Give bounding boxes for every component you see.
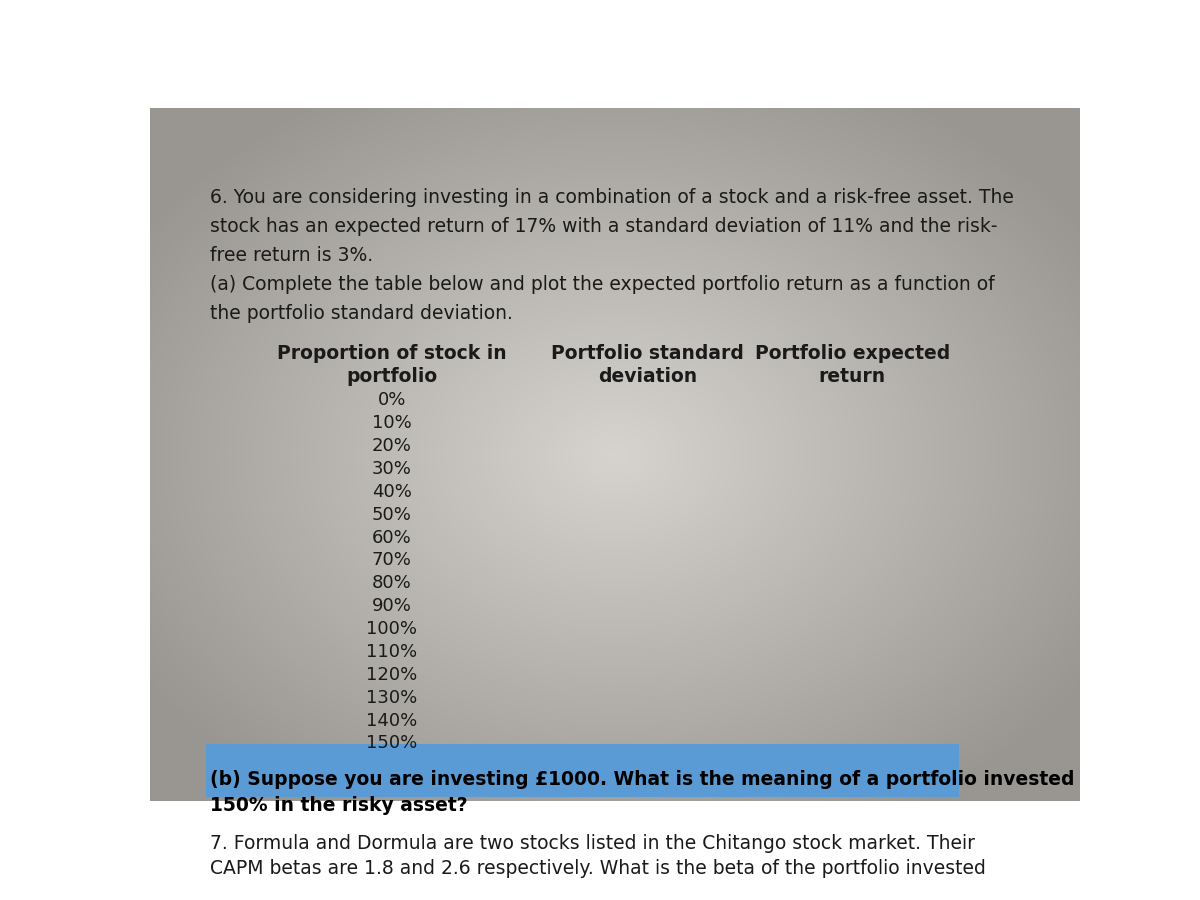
Text: 20%: 20% (372, 437, 412, 455)
Text: 0%: 0% (378, 392, 406, 410)
Text: 140%: 140% (366, 712, 418, 730)
Text: (a) Complete the table below and plot the expected portfolio return as a functio: (a) Complete the table below and plot th… (210, 275, 995, 294)
Text: 90%: 90% (372, 598, 412, 616)
Text: Portfolio standard: Portfolio standard (551, 344, 744, 363)
Text: 50%: 50% (372, 506, 412, 524)
Text: CAPM betas are 1.8 and 2.6 respectively. What is the beta of the portfolio inves: CAPM betas are 1.8 and 2.6 respectively.… (210, 860, 986, 878)
Text: 40%: 40% (372, 482, 412, 500)
Text: 130%: 130% (366, 688, 418, 706)
Text: 110%: 110% (366, 643, 418, 661)
Text: portfolio: portfolio (347, 367, 437, 386)
Text: 10%: 10% (372, 414, 412, 432)
Text: 80%: 80% (372, 574, 412, 592)
Text: free return is 3%.: free return is 3%. (210, 246, 373, 265)
Text: Portfolio expected: Portfolio expected (755, 344, 949, 363)
Text: 150%: 150% (366, 734, 418, 752)
Text: 6. You are considering investing in a combination of a stock and a risk-free ass: 6. You are considering investing in a co… (210, 188, 1014, 207)
Text: stock has an expected return of 17% with a standard deviation of 11% and the ris: stock has an expected return of 17% with… (210, 217, 998, 236)
Text: 60%: 60% (372, 528, 412, 546)
Text: Proportion of stock in: Proportion of stock in (277, 344, 506, 363)
Text: return: return (818, 367, 886, 386)
Text: 7. Formula and Dormula are two stocks listed in the Chitango stock market. Their: 7. Formula and Dormula are two stocks li… (210, 833, 976, 853)
Text: 100%: 100% (366, 620, 418, 638)
Text: deviation: deviation (598, 367, 697, 386)
Text: the portfolio standard deviation.: the portfolio standard deviation. (210, 304, 514, 323)
Text: (b) Suppose you are investing £1000. What is the meaning of a portfolio invested: (b) Suppose you are investing £1000. Wha… (210, 770, 1075, 788)
Text: 30%: 30% (372, 460, 412, 478)
Text: 120%: 120% (366, 666, 418, 684)
Text: 70%: 70% (372, 552, 412, 570)
Text: 150% in the risky asset?: 150% in the risky asset? (210, 796, 468, 814)
FancyBboxPatch shape (206, 743, 959, 797)
